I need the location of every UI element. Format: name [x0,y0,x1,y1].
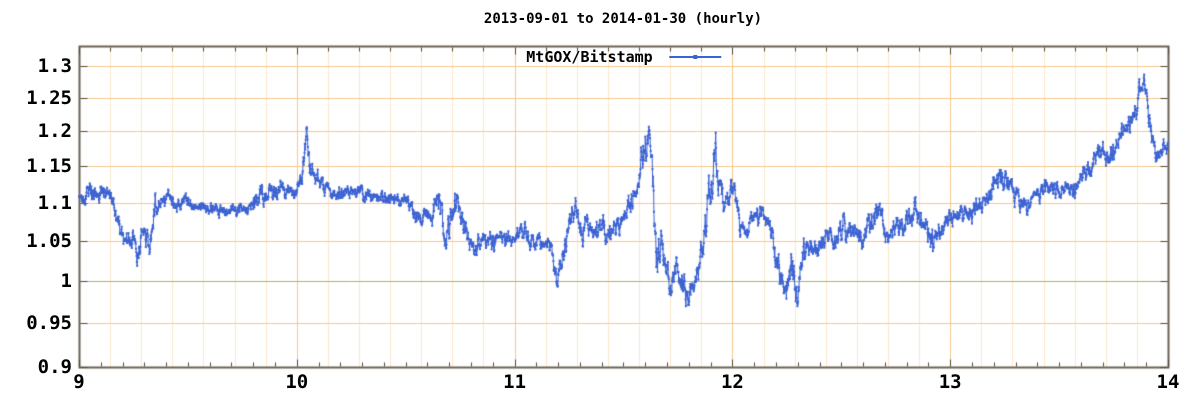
x-tick-label: 13 [938,371,962,393]
y-tick-label: 0.95 [26,311,72,334]
x-tick-label: 12 [720,371,744,393]
legend-point-marker-icon [693,55,698,59]
y-tick-label: 1.25 [26,87,72,110]
y-tick-label: 0.9 [37,356,72,378]
y-tick-label: 1 [60,269,72,292]
x-tick-label: 10 [285,371,309,393]
x-tick-label: 9 [73,371,85,393]
y-tick-label: 1.05 [26,229,72,252]
legend-series-label: MtGOX/Bitstamp [526,48,653,66]
x-tick-label: 11 [503,371,527,393]
y-tick-label: 1.2 [37,120,72,143]
y-tick-label: 1.1 [37,191,72,214]
legend: MtGOX/Bitstamp [526,48,722,66]
legend-line-sample-icon [669,55,722,59]
x-tick-label: 14 [1156,371,1180,393]
y-tick-label: 1.3 [37,54,72,77]
chart-title: 2013-09-01 to 2014-01-30 (hourly) [483,11,763,27]
y-tick-label: 1.15 [26,155,72,178]
